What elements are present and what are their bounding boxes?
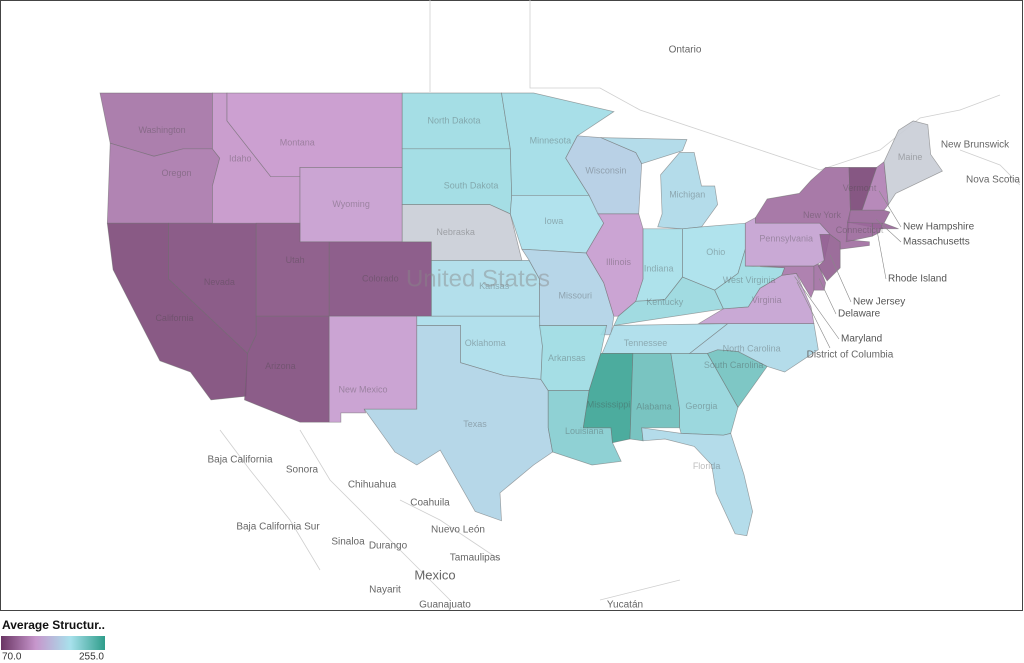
place-label: Tamaulipas (450, 553, 501, 564)
state-label: Arkansas (548, 353, 586, 363)
state-label: Illinois (606, 257, 632, 267)
state-shape (883, 120, 943, 206)
state-label: Connecticut (836, 225, 884, 235)
state-label: Louisiana (565, 426, 604, 436)
place-label: Guanajuato (419, 600, 471, 611)
state-label: Kansas (479, 281, 510, 291)
state-label: Oklahoma (465, 338, 506, 348)
place-label: Nova Scotia (966, 175, 1020, 186)
place-label: Baja California (207, 455, 272, 466)
country-label: United States (406, 265, 550, 292)
state-shape (714, 249, 786, 310)
leader-line (818, 278, 837, 315)
state-label: Indiana (644, 263, 674, 273)
state-shape (845, 221, 873, 243)
state-label: Massachusetts (903, 237, 970, 248)
state-label: New York (803, 210, 842, 220)
state-label: Idaho (229, 153, 252, 163)
state-label: Colorado (362, 273, 399, 283)
state-label: Vermont (843, 183, 877, 193)
legend-title: Average Structur.. (2, 618, 105, 632)
state-label: Maryland (841, 334, 882, 345)
state-label: Michigan (669, 190, 705, 200)
state-shape (582, 353, 634, 444)
state-label: North Dakota (428, 115, 481, 125)
place-label: District of Columbia (807, 350, 894, 361)
legend-min: 70.0 (2, 652, 22, 663)
state-label: South Dakota (444, 180, 499, 190)
state-label: Texas (463, 419, 487, 429)
leader-line (878, 190, 902, 228)
state-label: Oregon (161, 168, 191, 178)
state-label: Rhode Island (888, 274, 947, 285)
state-label: Alabama (636, 402, 672, 412)
state-label: Mississippi (587, 399, 631, 409)
place-label: Yucatán (607, 600, 643, 611)
state-shape (641, 427, 753, 537)
place-label: Mexico (414, 567, 455, 582)
state-shape (813, 263, 826, 291)
leader-line (794, 276, 840, 340)
state-label: Delaware (838, 309, 881, 320)
state-label: New Hampshire (903, 222, 975, 233)
state-label: Washington (138, 125, 185, 135)
labels-layer: Washington Oregon California Nevada Idaho Mon… (138, 45, 1020, 611)
legend-gradient (1, 636, 105, 650)
states-layer (99, 92, 943, 537)
place-label: Sonora (286, 465, 319, 476)
leader-line (876, 219, 902, 243)
state-label: Nevada (204, 277, 235, 287)
state-label: Montana (280, 137, 315, 147)
place-label: Baja California Sur (236, 522, 320, 533)
state-label: Kentucky (646, 297, 684, 307)
state-shape (755, 167, 870, 250)
state-shape (363, 325, 553, 522)
place-label: Nayarit (369, 585, 401, 596)
state-label: New Mexico (338, 385, 387, 395)
state-label: South Carolina (704, 360, 764, 370)
state-label: Tennessee (624, 338, 668, 348)
state-label: Utah (286, 255, 305, 265)
state-label: Pennsylvania (759, 234, 813, 244)
state-shape (328, 315, 418, 423)
place-label: Durango (369, 541, 408, 552)
state-label: Arizona (265, 361, 296, 371)
state-label: Minnesota (530, 136, 572, 146)
state-label: California (155, 313, 193, 323)
state-label: Wisconsin (585, 166, 626, 176)
state-label: Virginia (752, 295, 782, 305)
place-label: Coahuila (410, 498, 450, 509)
state-shape (106, 142, 221, 224)
state-label: Wyoming (332, 199, 369, 209)
leader-line (796, 281, 831, 349)
place-label: Chihuahua (348, 480, 397, 491)
state-shape (861, 161, 889, 211)
state-label: Iowa (544, 216, 563, 226)
state-label: North Carolina (723, 344, 781, 354)
neighbor-borders (219, 0, 1021, 601)
state-label: New Jersey (853, 297, 905, 308)
legend-max: 255.0 (79, 652, 104, 663)
state-shape (629, 353, 680, 442)
leader-line (876, 228, 887, 280)
leader-line (829, 254, 852, 303)
state-label: Ohio (706, 247, 725, 257)
state-label: Georgia (685, 401, 717, 411)
place-label: New Brunswick (941, 140, 1010, 151)
state-label: Nebraska (436, 227, 475, 237)
state-label: Maine (898, 152, 923, 162)
place-label: Nuevo León (431, 525, 485, 536)
state-label: West Virginia (723, 275, 776, 285)
place-label: Sinaloa (331, 537, 365, 548)
state-label: Missouri (558, 290, 592, 300)
state-label: Florida (693, 461, 721, 471)
place-label: Ontario (669, 45, 702, 56)
